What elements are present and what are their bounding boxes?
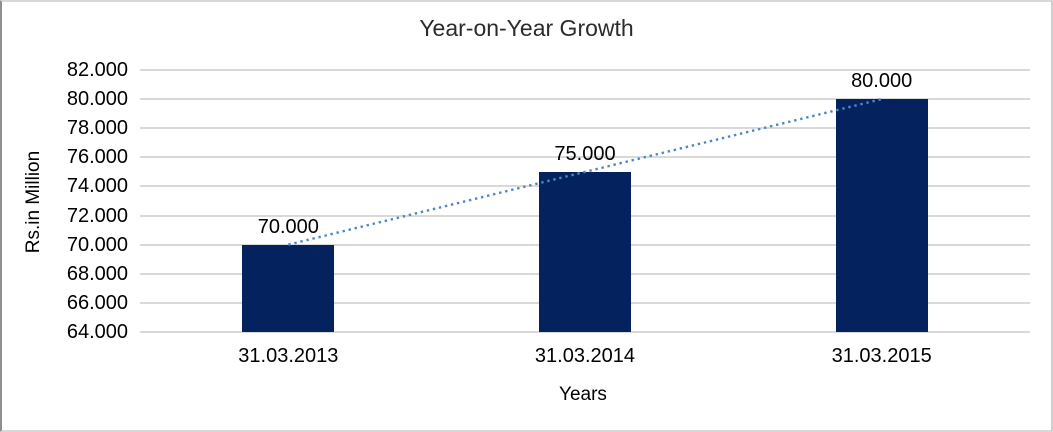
x-axis-line: [140, 331, 1030, 333]
y-tick-label: 72.000: [66, 204, 128, 227]
x-axis-title: Years: [559, 384, 607, 405]
y-tick-label: 68.000: [66, 262, 128, 285]
y-tick-label: 78.000: [66, 117, 128, 140]
x-tick-label: 31.03.2013: [238, 345, 339, 367]
y-tick-label: 74.000: [66, 175, 128, 198]
bar: [242, 244, 335, 332]
y-tick-label: 76.000: [66, 146, 128, 169]
y-tick-label: 70.000: [66, 233, 128, 256]
y-tick-label: 64.000: [66, 321, 128, 343]
y-tick-label: 66.000: [66, 291, 128, 314]
chart-title: Year-on-Year Growth: [419, 15, 634, 41]
y-tick-label: 80.000: [66, 88, 128, 111]
y-gridline: [140, 69, 1030, 71]
bar-value-label: 70.000: [257, 215, 319, 238]
y-tick-label: 82.000: [66, 59, 128, 81]
bar-value-label: 80.000: [851, 70, 913, 93]
bar: [539, 171, 631, 332]
x-tick-label: 31.03.2014: [534, 345, 636, 367]
bar: [835, 99, 928, 332]
x-tick-label: 31.03.2015: [831, 345, 932, 367]
bar-value-label: 75.000: [554, 142, 616, 165]
